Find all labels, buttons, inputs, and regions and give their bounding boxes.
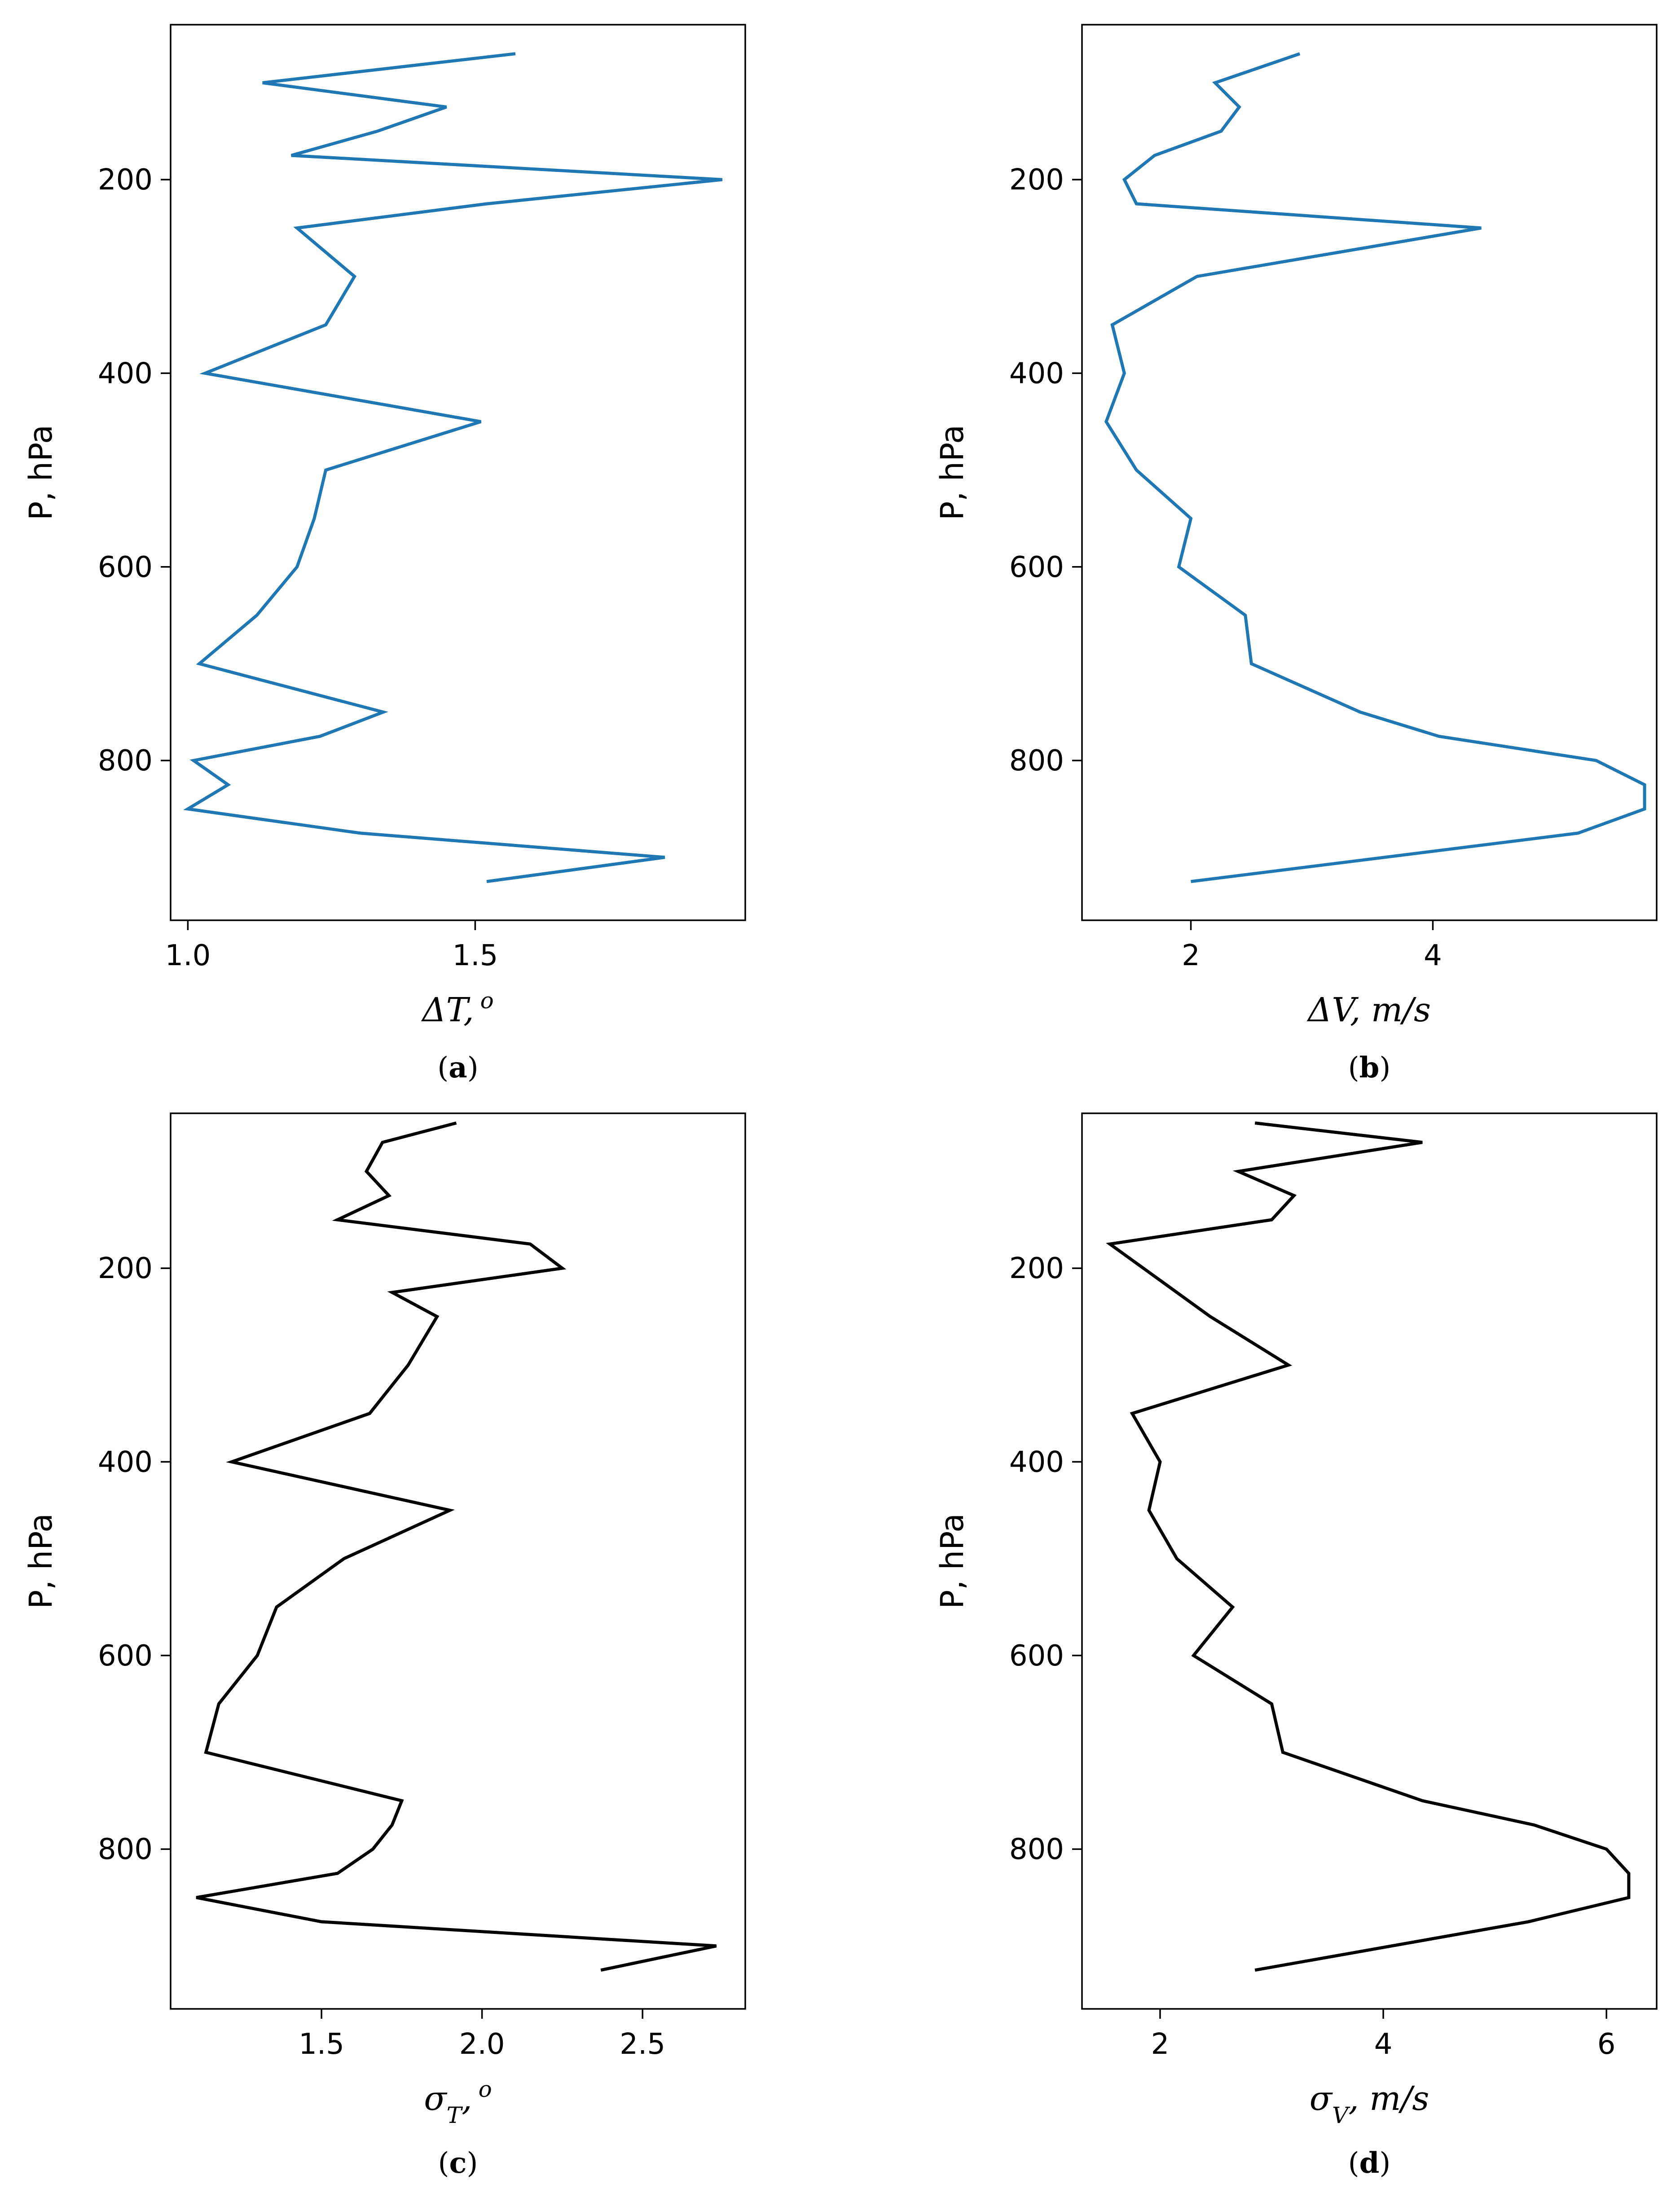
series-line-0 [1106, 1121, 1631, 1972]
y-axis-label: P, hPa [934, 1513, 971, 1609]
y-tick-label: 600 [98, 1639, 153, 1673]
y-tick-label: 400 [98, 357, 153, 390]
y-tick-label: 800 [98, 1833, 153, 1866]
x-tick-label: 2 [1182, 939, 1200, 972]
y-tick-label: 400 [1009, 357, 1064, 390]
y-tick-label: 600 [98, 551, 153, 584]
y-tick-label: 200 [1009, 163, 1064, 197]
x-tick-label: 2.5 [620, 2028, 665, 2061]
y-tick-label: 600 [1009, 551, 1064, 584]
panel-d: 200 400 600 800 2 4 6 P, hPa σV, m/s (d) [934, 1112, 1658, 2180]
y-axis-label: P, hPa [934, 425, 971, 520]
panel-a: 200 400 600 800 1.0 1.5 P, hPa ΔT, o (a) [22, 24, 746, 1085]
x-tick-label: 1.0 [165, 939, 211, 972]
x-tick-label: 4 [1374, 2028, 1393, 2061]
y-axis-label: P, hPa [22, 425, 59, 520]
panel-c: 200 400 600 800 1.5 2.0 2.5 P, hPa σT, o (c) [22, 1112, 746, 2180]
y-tick-label: 200 [1009, 1252, 1064, 1285]
y-tick-label: 400 [1009, 1445, 1064, 1479]
x-axis-label: σV, m/s [1310, 2079, 1429, 2128]
plot-frame [1081, 24, 1658, 921]
y-tick-label: 800 [98, 744, 153, 778]
series-line-0 [196, 1121, 717, 1972]
plot-frame [170, 1112, 746, 2010]
x-tick-label: 2.0 [459, 2028, 505, 2061]
x-tick-label: 2 [1151, 2028, 1170, 2061]
x-axis-label: ΔT, o [421, 988, 494, 1029]
y-tick-label: 200 [98, 163, 153, 197]
panel-caption: (a) [437, 1051, 478, 1085]
plot-frame [1081, 1112, 1658, 2010]
y-tick-label: 400 [98, 1445, 153, 1479]
y-tick-label: 800 [1009, 1833, 1064, 1866]
plot-frame [170, 24, 746, 921]
y-tick-label: 600 [1009, 1639, 1064, 1673]
y-axis-label: P, hPa [22, 1513, 59, 1609]
y-tick-label: 200 [98, 1252, 153, 1285]
x-tick-label: 6 [1597, 2028, 1616, 2061]
series-line-0 [183, 52, 723, 883]
series-line-0 [1104, 52, 1646, 883]
x-tick-label: 1.5 [299, 2028, 344, 2061]
x-axis-label: ΔV, m/s [1306, 991, 1431, 1029]
y-tick-label: 800 [1009, 744, 1064, 778]
x-tick-label: 4 [1424, 939, 1442, 972]
x-axis-label: σT, o [424, 2076, 492, 2128]
panel-caption: (c) [438, 2146, 478, 2180]
panel-b: 200 400 600 800 2 4 P, hPa ΔV, m/s (b) [934, 24, 1658, 1085]
panel-caption: (d) [1348, 2146, 1391, 2180]
x-tick-label: 1.5 [453, 939, 498, 972]
panel-caption: (b) [1348, 1051, 1391, 1085]
